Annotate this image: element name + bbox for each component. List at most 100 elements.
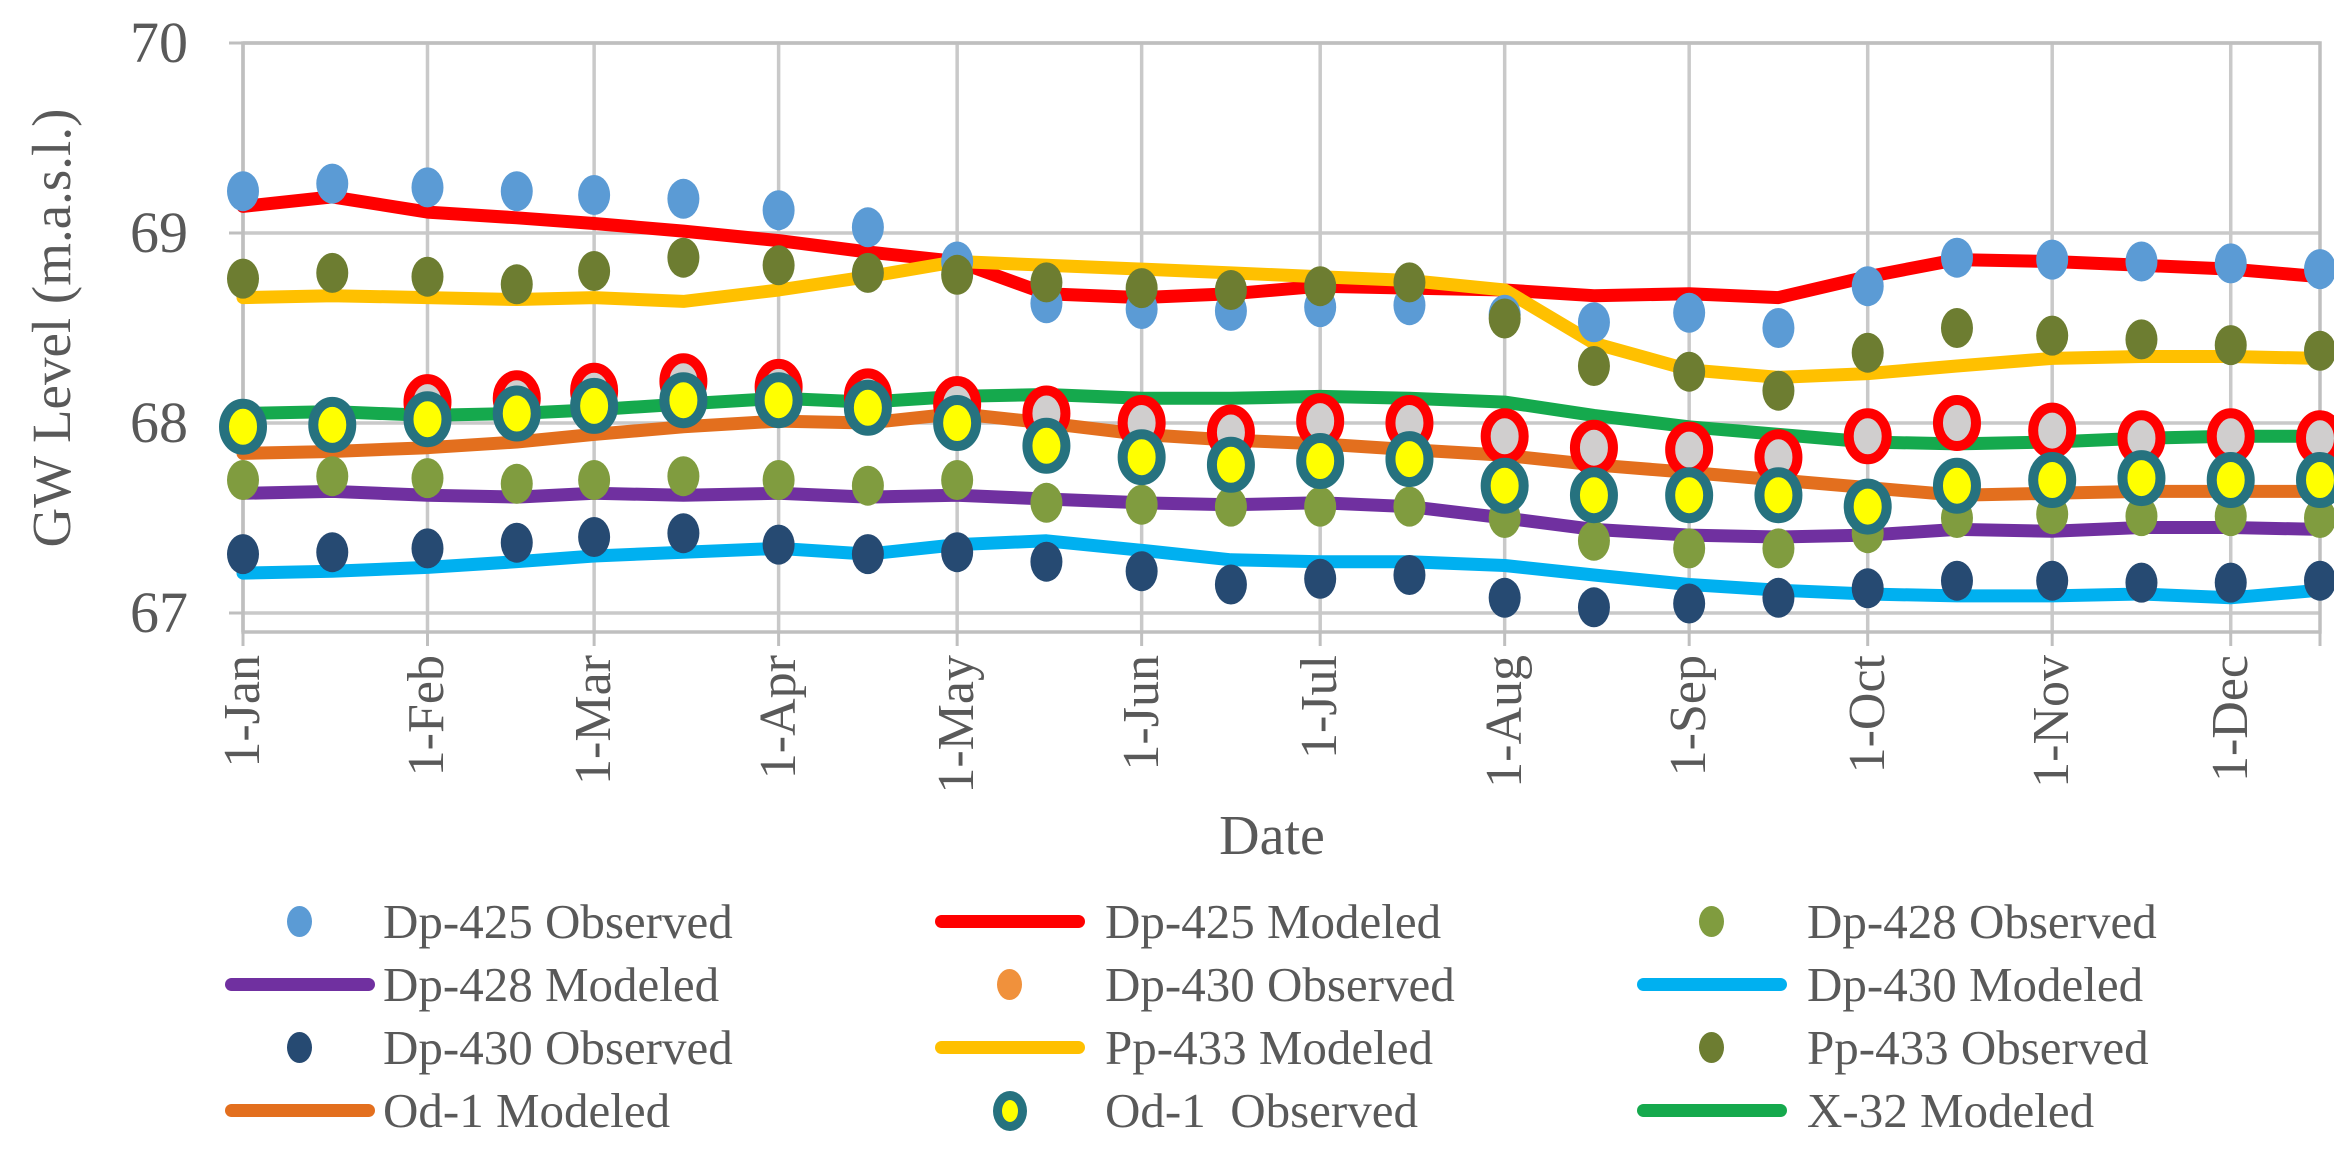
series-point-od-1-observed: [1480, 457, 1529, 514]
series-point-pp-433-observed: [2125, 319, 2158, 360]
series-point-dp-430-observed: [1488, 577, 1521, 618]
legend-marker-dp-428-modeled-3: [225, 978, 375, 991]
x-axis-title: Date: [1219, 805, 1325, 867]
x-tick-1-nov: 1-Nov: [2023, 655, 2081, 788]
series-point-dp-425-observed: [227, 171, 259, 212]
series-point-pp-433-observed: [1304, 266, 1337, 307]
legend-label-dp-425-modeled-1: Dp-425 Modeled: [1105, 894, 1442, 949]
legend-marker-pp-433-observed-8: [1699, 1032, 1724, 1063]
series-point-od-1-observed: [1754, 467, 1803, 524]
series-point-dp-428-observed: [1304, 486, 1337, 527]
series-point-pp-433-observed: [1125, 268, 1158, 309]
series-point-dp-428-observed: [851, 465, 884, 506]
series-point-dp-428-observed: [1393, 486, 1426, 527]
legend-marker-od-1-observed-10: [993, 1091, 1027, 1131]
series-point-dp-430-observed: [762, 524, 795, 565]
series-line-dp-428-modeled: [236, 484, 2327, 544]
series-point-od-1-observed: [933, 395, 982, 451]
series-point-dp-430-observed: [1577, 587, 1610, 628]
series-point-dp-430-observed: [2125, 562, 2158, 603]
legend-marker-dp-430-observed-6: [287, 1032, 312, 1063]
series-point-dp-425-observed: [316, 163, 349, 204]
legend-marker-dp-430-modeled-5: [1637, 978, 1787, 991]
series-point-dp-425-observed: [500, 171, 533, 212]
series-point-dp-430-observed: [1569, 419, 1618, 476]
series-point-dp-425-observed: [1762, 308, 1795, 348]
series-point-dp-425-observed: [762, 190, 795, 231]
series-point-dp-425-observed: [2125, 241, 2158, 282]
series-point-pp-433-observed: [316, 252, 349, 293]
series-point-dp-430-observed: [1030, 541, 1063, 582]
series-point-od-1-observed: [492, 385, 541, 442]
series-point-dp-425-observed: [2214, 243, 2247, 284]
series-point-pp-433-observed: [578, 251, 611, 291]
series-point-dp-425-observed: [2036, 239, 2069, 280]
series-point-od-1-observed: [1665, 467, 1714, 524]
series-point-dp-425-observed: [1940, 237, 1973, 278]
series-point-dp-428-observed: [2304, 498, 2334, 538]
x-tick-1-aug: 1-Aug: [1475, 655, 1533, 788]
series-point-od-1-observed: [1022, 417, 1071, 474]
series-point-dp-428-observed: [941, 460, 974, 500]
series-point-od-1-observed: [2028, 452, 2077, 508]
series-point-dp-430-observed: [316, 532, 349, 573]
series-point-dp-425-observed: [578, 175, 611, 215]
series-point-pp-433-observed: [1030, 262, 1063, 303]
x-tick-1-jun: 1-Jun: [1112, 655, 1170, 771]
series-point-od-1-observed: [1296, 433, 1345, 489]
legend-marker-dp-425-observed-0: [287, 906, 312, 937]
series-line-od-1-modeled: [236, 407, 2327, 502]
series-point-dp-425-observed: [851, 207, 884, 248]
x-tick-1-dec: 1-Dec: [2201, 655, 2259, 783]
series-point-dp-430-observed: [1125, 551, 1158, 592]
y-tick-68: 68: [130, 390, 188, 455]
series-point-dp-430-observed: [851, 534, 884, 575]
series-point-dp-428-observed: [1762, 528, 1795, 569]
series-point-od-1-observed: [308, 396, 357, 453]
series-point-dp-430-observed: [578, 517, 611, 557]
series-point-dp-425-observed: [2304, 249, 2334, 290]
legend-marker-dp-428-observed-2: [1699, 906, 1724, 937]
series-point-od-1-observed: [1117, 429, 1166, 486]
series-point-dp-430-observed: [1851, 568, 1884, 609]
legend-label-dp-430-observed-4: Dp-430 Observed: [1105, 957, 1455, 1012]
legend-label-dp-430-modeled-5: Dp-430 Modeled: [1807, 957, 2144, 1012]
series-point-od-1-observed: [2296, 452, 2334, 508]
x-tick-1-jan: 1-Jan: [214, 655, 271, 768]
series-point-dp-430-observed: [1393, 555, 1426, 595]
series-point-dp-430-observed: [1214, 564, 1247, 605]
y-tick-67: 67: [130, 580, 188, 645]
series-line-dp-430-modeled: [236, 534, 2327, 605]
series-point-dp-425-observed: [1851, 266, 1884, 307]
series-point-od-1-observed: [1932, 457, 1981, 514]
x-tick-1-mar: 1-Mar: [565, 655, 623, 785]
x-tick-1-apr: 1-Apr: [749, 655, 807, 780]
series-point-pp-433-observed: [2304, 330, 2334, 371]
series-point-dp-428-observed: [1125, 484, 1158, 525]
series-point-dp-430-observed: [227, 534, 259, 575]
series-point-od-1-observed: [219, 398, 267, 455]
series-line-pp-433-modeled: [236, 255, 2327, 384]
series-point-od-1-observed: [754, 372, 803, 429]
series-line-dp-425-modeled: [236, 190, 2327, 305]
series-point-dp-425-observed: [1577, 302, 1610, 343]
series-point-od-1-observed: [1206, 436, 1255, 493]
series-point-od-1-observed: [570, 377, 619, 434]
series-point-dp-430-observed: [1932, 395, 1981, 451]
legend-label-pp-433-modeled-7: Pp-433 Modeled: [1105, 1020, 1433, 1075]
series-point-pp-433-observed: [1940, 308, 1973, 348]
series-point-dp-430-observed: [2036, 560, 2069, 601]
y-tick-69: 69: [130, 200, 188, 265]
series-point-pp-433-observed: [1851, 332, 1884, 373]
series-point-pp-433-observed: [1673, 351, 1706, 392]
legend-label-dp-425-observed-0: Dp-425 Observed: [383, 894, 733, 949]
legend-marker-od-1-modeled-9: [225, 1104, 375, 1117]
series-point-pp-433-observed: [500, 264, 533, 305]
series-point-pp-433-observed: [2036, 315, 2069, 356]
y-tick-70: 70: [130, 10, 188, 75]
series-point-dp-430-observed: [1673, 583, 1706, 624]
legend-label-dp-428-modeled-3: Dp-428 Modeled: [383, 957, 720, 1012]
series-point-dp-428-observed: [667, 456, 700, 497]
